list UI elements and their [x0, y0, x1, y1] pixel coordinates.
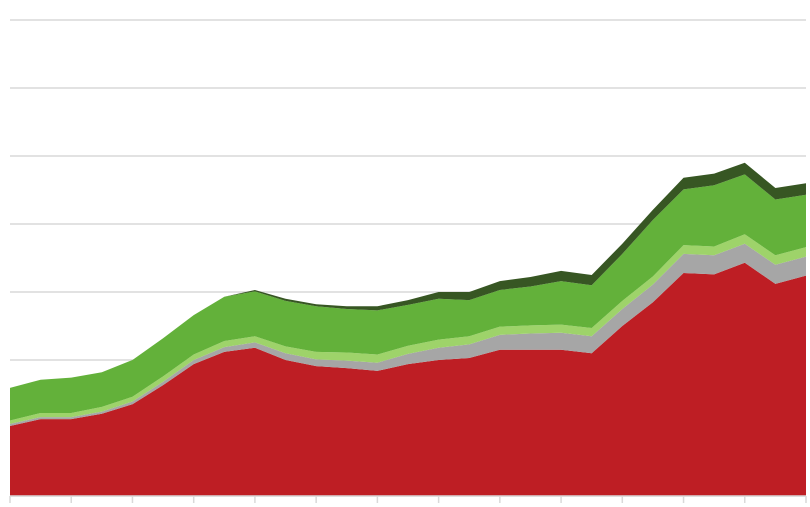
- area: [10, 243, 806, 426]
- area: [10, 174, 806, 421]
- area: [10, 262, 806, 496]
